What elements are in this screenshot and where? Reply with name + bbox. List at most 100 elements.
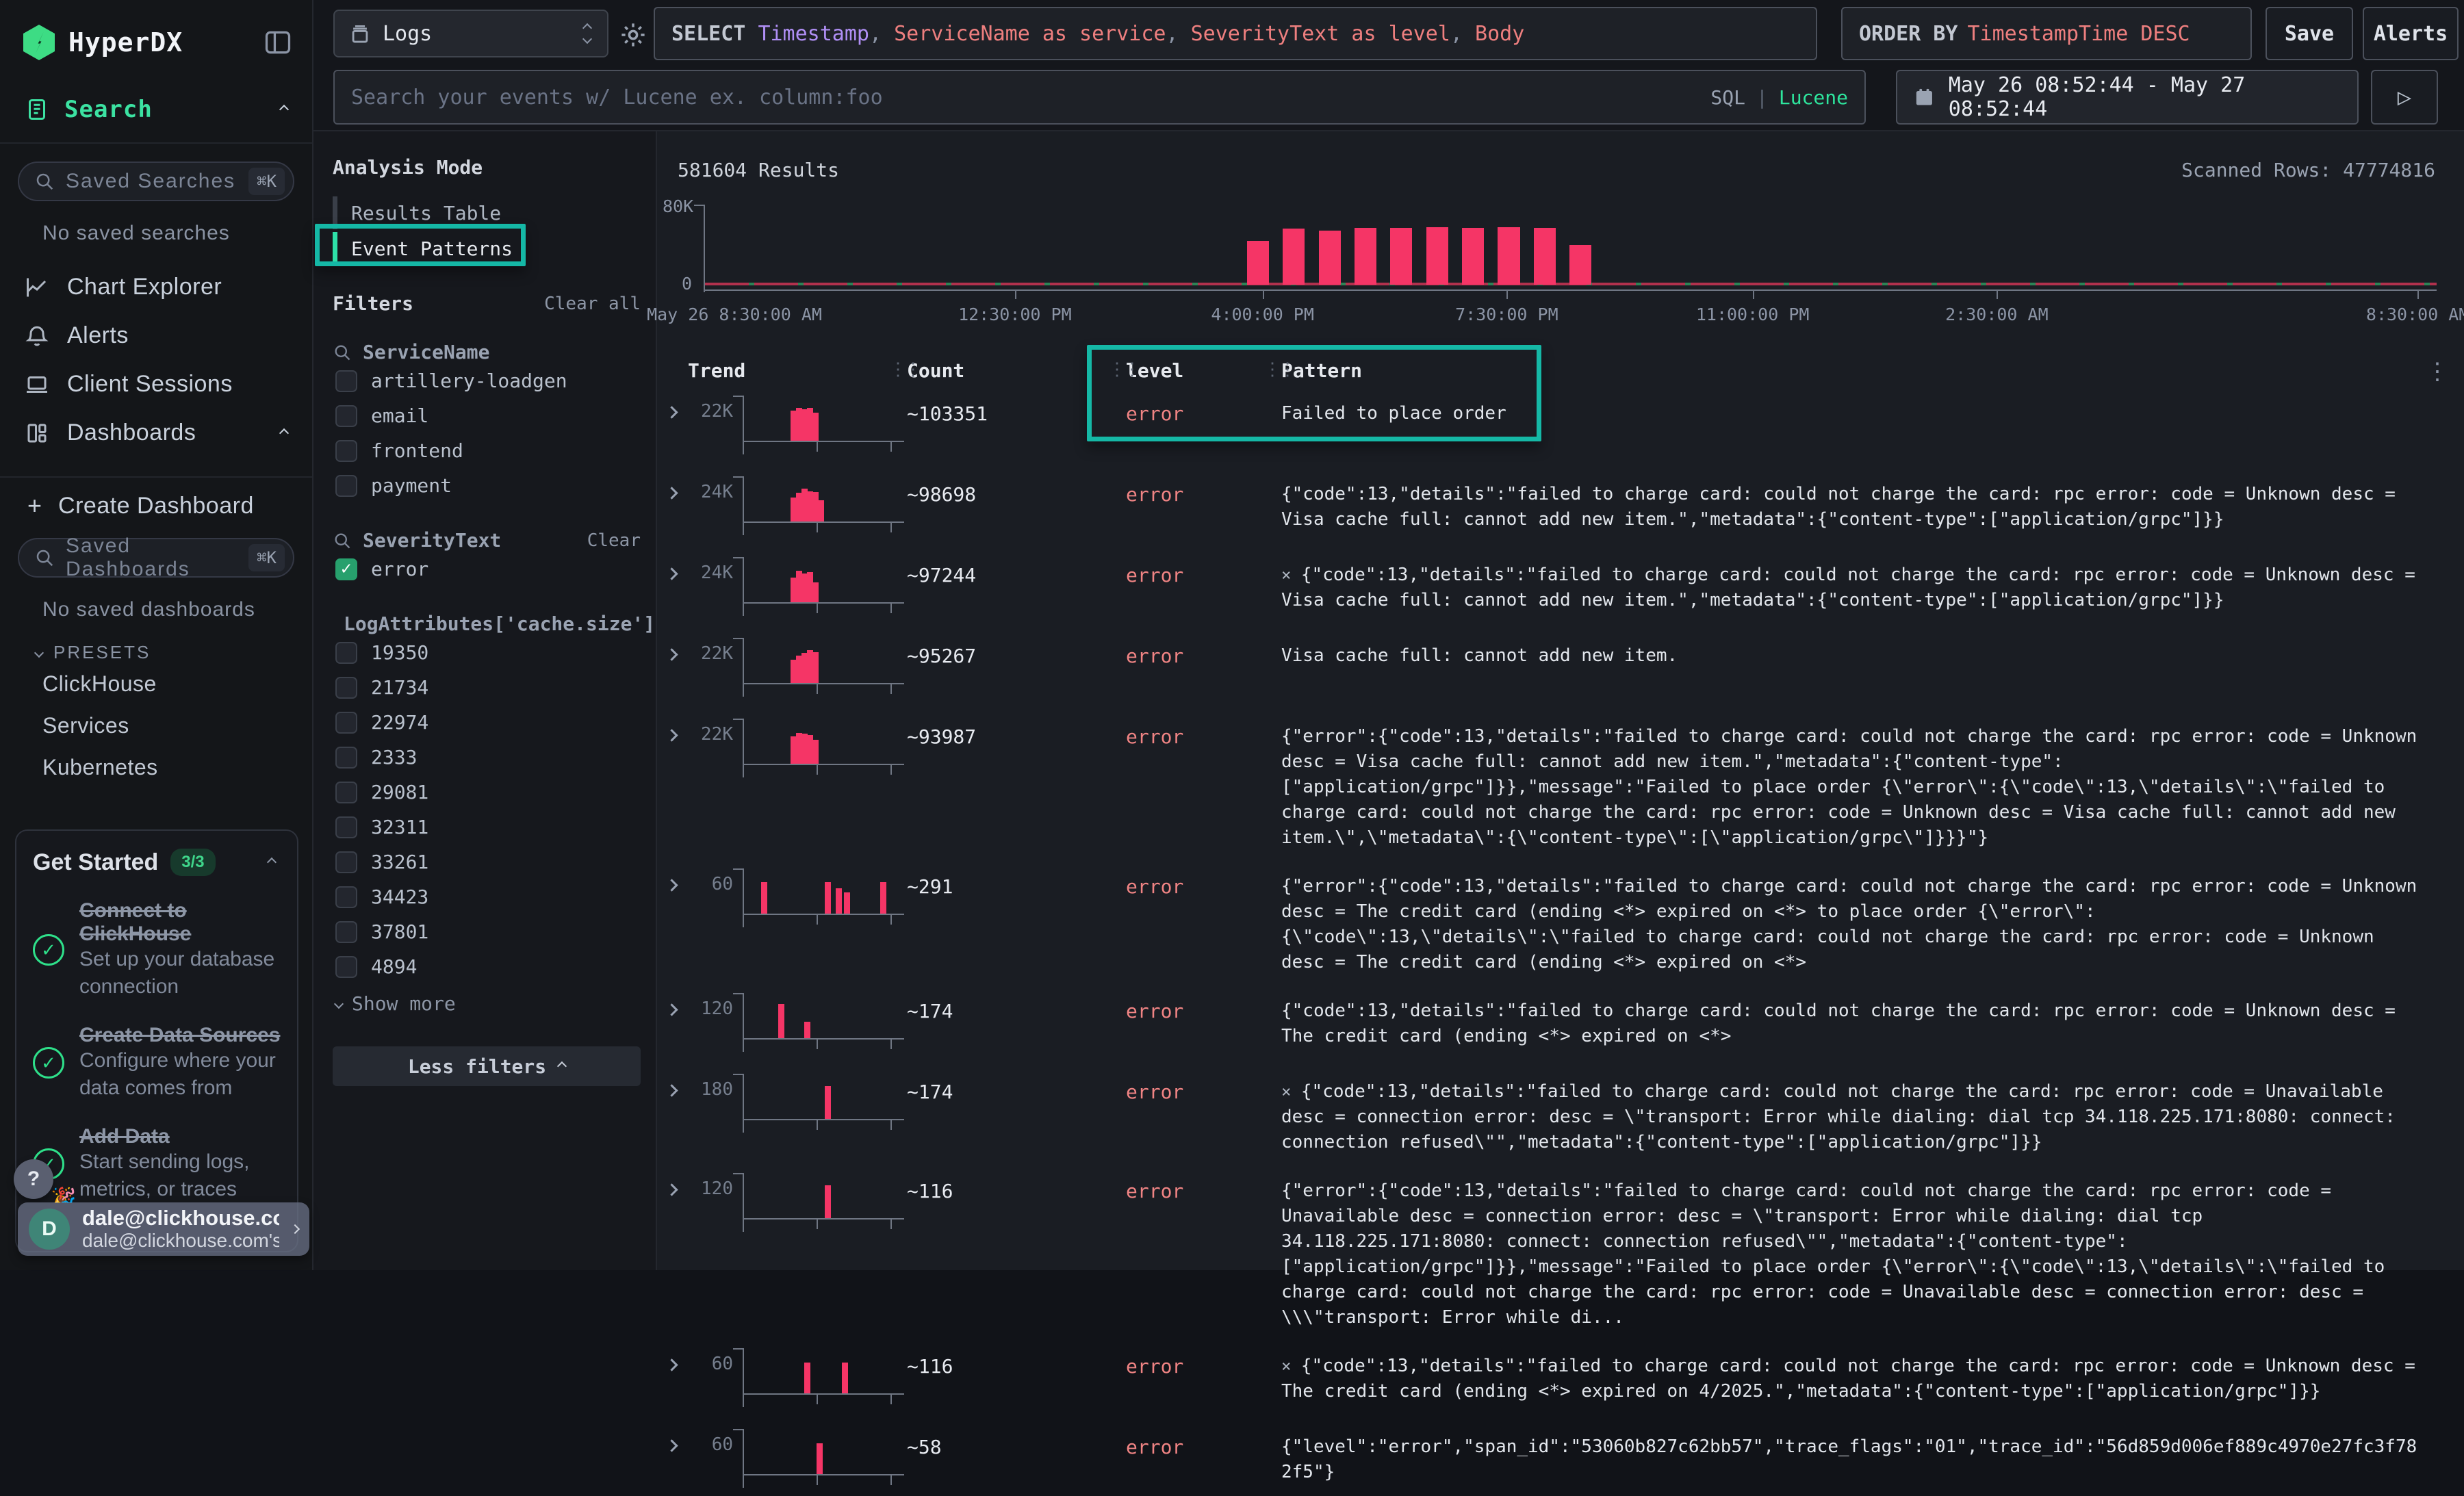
table-row[interactable]: 24K~98698error{"code":13,"details":"fail… [667, 469, 2464, 543]
pattern-cell[interactable]: × {"code":13,"details":"failed to charge… [1281, 1071, 2464, 1155]
analysis-mode-event-patterns[interactable]: Event Patterns [333, 232, 641, 265]
checkbox[interactable] [335, 677, 357, 699]
pattern-cell[interactable]: {"error":{"code":13,"details":"failed to… [1281, 866, 2464, 975]
results-histogram[interactable]: 80K 0 [705, 209, 2437, 285]
time-range-picker[interactable]: May 26 08:52:44 - May 27 08:52:44 [1896, 70, 2359, 125]
column-resize-handle[interactable]: ⋮⋮ [889, 359, 919, 380]
pattern-cell[interactable]: {"code":13,"details":"failed to charge c… [1281, 990, 2464, 1049]
filter-checkbox-row[interactable]: 37801 [333, 914, 641, 949]
sidebar-item-dashboards[interactable]: Dashboards [0, 409, 312, 457]
checkbox[interactable] [335, 440, 357, 462]
filter-checkbox-row[interactable]: 33261 [333, 844, 641, 879]
checkbox[interactable] [335, 747, 357, 769]
dismiss-x-icon[interactable]: × [1281, 1082, 1301, 1101]
checkbox[interactable] [335, 712, 357, 734]
order-by-input[interactable]: ORDER BY TimestampTime DESC [1841, 7, 2252, 60]
column-resize-handle[interactable]: ⋮⋮ [1108, 359, 1138, 380]
table-row[interactable]: 22K~95267errorVisa cache full: cannot ad… [667, 631, 2464, 705]
table-row[interactable]: 120~174error{"code":13,"details":"failed… [667, 986, 2464, 1060]
column-header-level[interactable]: ⋮⋮level [1126, 359, 1281, 382]
presets-toggle[interactable]: PRESETS [0, 621, 312, 663]
filter-checkbox-row[interactable]: frontend [333, 433, 641, 468]
column-resize-handle[interactable]: ⋮⋮ [1263, 359, 1294, 380]
row-expand-chevron[interactable] [667, 716, 688, 743]
table-row[interactable]: 120~116error{"error":{"code":13,"details… [667, 1166, 2464, 1334]
filter-checkbox-row[interactable]: email [333, 398, 641, 433]
table-row[interactable]: 22K~103351errorFailed to place order [667, 389, 2464, 463]
show-more-link[interactable]: Show more [333, 984, 641, 1015]
row-expand-chevron[interactable] [667, 1345, 688, 1372]
table-row[interactable]: 22K~93987error{"error":{"code":13,"detai… [667, 712, 2464, 855]
select-query-input[interactable]: SELECT Timestamp, ServiceName as service… [654, 7, 1817, 60]
chevron-up-icon[interactable] [267, 857, 277, 867]
lucene-mode-toggle[interactable]: Lucene [1779, 86, 1848, 109]
checkbox[interactable] [335, 816, 357, 838]
row-expand-chevron[interactable] [667, 1426, 688, 1453]
pattern-cell[interactable]: Visa cache full: cannot add new item. [1281, 635, 2464, 669]
filter-checkbox-row[interactable]: 19350 [333, 635, 641, 670]
user-profile-chip[interactable]: D dale@clickhouse.com dale@clickhouse.co… [18, 1202, 309, 1256]
checkbox[interactable] [335, 921, 357, 943]
table-row[interactable]: 180~174error× {"code":13,"details":"fail… [667, 1067, 2464, 1159]
column-header-pattern[interactable]: ⋮⋮Pattern [1281, 359, 2464, 382]
row-expand-chevron[interactable] [667, 474, 688, 500]
pattern-cell[interactable]: {"code":13,"details":"failed to charge c… [1281, 474, 2464, 532]
less-filters-button[interactable]: Less filters [333, 1046, 641, 1086]
checkbox[interactable] [335, 405, 357, 427]
pattern-cell[interactable]: {"level":"error","span_id":"53060b827c62… [1281, 1426, 2464, 1485]
column-header-trend[interactable]: Trend [688, 359, 907, 382]
sidebar-collapse-icon[interactable] [263, 27, 293, 57]
lucene-search-input[interactable]: Search your events w/ Lucene ex. column:… [333, 70, 1866, 125]
checkbox[interactable] [335, 782, 357, 803]
save-button[interactable]: Save [2266, 7, 2353, 60]
checkbox-checked[interactable] [335, 558, 357, 580]
filter-clear-link[interactable]: Clear [587, 530, 641, 551]
filter-checkbox-row[interactable]: artillery-loadgen [333, 363, 641, 398]
checkbox[interactable] [335, 642, 357, 664]
table-row[interactable]: 60~291error{"error":{"code":13,"details"… [667, 862, 2464, 979]
preset-item-clickhouse[interactable]: ClickHouse [0, 663, 312, 705]
source-select[interactable]: Logs [333, 10, 608, 57]
alerts-button[interactable]: Alerts [2363, 7, 2459, 60]
sidebar-item-client-sessions[interactable]: Client Sessions [0, 360, 312, 409]
table-row[interactable]: 60~58error{"level":"error","span_id":"53… [667, 1422, 2464, 1496]
row-expand-chevron[interactable] [667, 554, 688, 581]
saved-dashboards-input[interactable]: Saved Dashboards ⌘K [18, 538, 294, 578]
row-expand-chevron[interactable] [667, 393, 688, 420]
filter-checkbox-row[interactable]: 32311 [333, 810, 641, 844]
preset-item-kubernetes[interactable]: Kubernetes [0, 747, 312, 788]
filter-checkbox-row[interactable]: 21734 [333, 670, 641, 705]
pattern-cell[interactable]: × {"code":13,"details":"failed to charge… [1281, 1345, 2464, 1404]
help-button[interactable]: ? [14, 1159, 53, 1199]
column-header-count[interactable]: ⋮⋮Count [907, 359, 1126, 382]
row-expand-chevron[interactable] [667, 1071, 688, 1098]
create-dashboard-button[interactable]: + Create Dashboard [0, 478, 312, 520]
checkbox[interactable] [335, 886, 357, 908]
filter-checkbox-row[interactable]: error [333, 552, 641, 586]
saved-searches-input[interactable]: Saved Searches ⌘K [18, 162, 294, 201]
pattern-cell[interactable]: × {"code":13,"details":"failed to charge… [1281, 554, 2464, 613]
source-settings-gear-icon[interactable] [619, 21, 647, 49]
preset-item-services[interactable]: Services [0, 705, 312, 747]
dismiss-x-icon[interactable]: × [1281, 565, 1301, 584]
dismiss-x-icon[interactable]: × [1281, 1356, 1301, 1376]
sql-mode-toggle[interactable]: SQL [1710, 86, 1745, 109]
pattern-cell[interactable]: {"error":{"code":13,"details":"failed to… [1281, 1170, 2464, 1330]
checkbox[interactable] [335, 475, 357, 497]
clear-all-link[interactable]: Clear all [544, 294, 641, 314]
sidebar-item-search[interactable]: Search [0, 96, 312, 123]
checkbox[interactable] [335, 370, 357, 392]
row-expand-chevron[interactable] [667, 866, 688, 892]
analysis-mode-results-table[interactable]: Results Table [333, 196, 641, 229]
pattern-cell[interactable]: Failed to place order [1281, 393, 2464, 426]
sidebar-item-alerts[interactable]: Alerts [0, 311, 312, 360]
run-query-button[interactable]: ▷ [2371, 70, 2438, 125]
filter-checkbox-row[interactable]: payment [333, 468, 641, 503]
row-expand-chevron[interactable] [667, 635, 688, 662]
sidebar-item-chart-explorer[interactable]: Chart Explorer [0, 263, 312, 311]
filter-checkbox-row[interactable]: 34423 [333, 879, 641, 914]
filter-checkbox-row[interactable]: 4894 [333, 949, 641, 984]
filter-checkbox-row[interactable]: 2333 [333, 740, 641, 775]
table-row[interactable]: 24K~97244error× {"code":13,"details":"fa… [667, 550, 2464, 624]
table-row[interactable]: 60~116error× {"code":13,"details":"faile… [667, 1341, 2464, 1415]
